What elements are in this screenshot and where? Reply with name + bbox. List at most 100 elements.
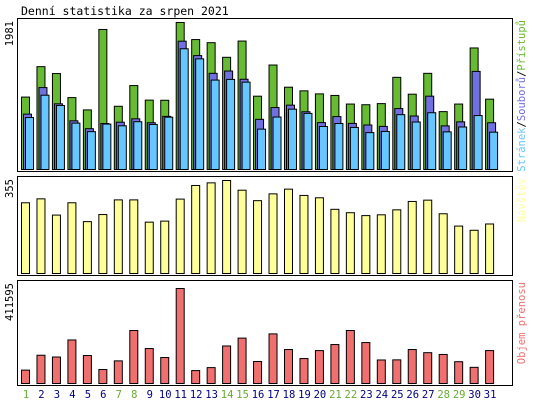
panel-kbytes: 411595 Objem přenosu bbox=[4, 280, 528, 386]
bar-kbytes bbox=[175, 288, 185, 384]
bar-pages bbox=[380, 130, 390, 170]
bar-pages bbox=[117, 125, 127, 171]
bar-pages bbox=[442, 131, 452, 171]
bar-kbytes bbox=[485, 350, 495, 385]
legend-entry: Stránek bbox=[516, 127, 528, 172]
day-label: 9 bbox=[147, 389, 153, 401]
day-label: 14 bbox=[221, 389, 234, 401]
bar-pages bbox=[365, 132, 375, 171]
bar-visits bbox=[144, 221, 154, 274]
bar-pages bbox=[257, 128, 267, 170]
bar-kbytes bbox=[144, 348, 154, 385]
bar-pages bbox=[148, 123, 158, 170]
bar-visits bbox=[469, 229, 479, 274]
bar-visits bbox=[160, 220, 170, 275]
legend-entry: Návštěv bbox=[516, 178, 528, 222]
bar-kbytes bbox=[113, 360, 123, 385]
bar-pages bbox=[210, 79, 220, 170]
bar-pages bbox=[411, 121, 421, 170]
bar-pages bbox=[241, 81, 251, 170]
bar-pages bbox=[25, 117, 34, 170]
day-axis-labels: 1 2 3 4 5 6 7 8 9 10 11 12 13 14 15 16 17 18 19 20 21 22 23 24 2… bbox=[23, 389, 497, 401]
bar-visits bbox=[485, 223, 495, 274]
bar-kbytes bbox=[51, 356, 61, 384]
bar-pages bbox=[195, 58, 205, 170]
bar-kbytes bbox=[438, 353, 448, 385]
bar-kbytes bbox=[129, 330, 139, 384]
day-label: 11 bbox=[174, 389, 187, 401]
bar-visits bbox=[299, 194, 309, 274]
bar-kbytes bbox=[423, 352, 433, 385]
bar-kbytes bbox=[407, 349, 417, 385]
day-label: 3 bbox=[54, 389, 60, 401]
bar-visits bbox=[268, 193, 278, 274]
bar-pages bbox=[226, 78, 236, 170]
day-label: 2 bbox=[38, 389, 44, 401]
legend-entry: Objem přenosu bbox=[516, 282, 528, 364]
day-label: 8 bbox=[131, 389, 137, 401]
legend: Objem přenosu bbox=[516, 282, 528, 364]
legend-separator: / bbox=[516, 121, 528, 127]
day-label: 26 bbox=[406, 389, 419, 401]
bar-visits bbox=[98, 214, 108, 274]
bar-visits bbox=[191, 184, 201, 274]
bar-visits bbox=[175, 198, 185, 275]
y-axis-max-label: 355 bbox=[4, 179, 16, 198]
legend-separator: / bbox=[516, 71, 528, 77]
bar-visits bbox=[423, 199, 433, 274]
bar-visits bbox=[113, 199, 123, 274]
legend: Stránek/Souborů/Přístupů bbox=[516, 20, 528, 172]
day-label: 23 bbox=[360, 389, 373, 401]
day-label: 18 bbox=[283, 389, 296, 401]
bar-visits bbox=[330, 208, 340, 274]
day-label: 4 bbox=[69, 389, 75, 401]
day-label: 5 bbox=[85, 389, 91, 401]
bar-pages bbox=[71, 122, 81, 170]
bar-visits bbox=[51, 214, 61, 274]
day-label: 24 bbox=[375, 389, 388, 401]
bar-pages bbox=[272, 116, 282, 170]
day-label: 25 bbox=[391, 389, 404, 401]
bar-pages bbox=[40, 94, 50, 170]
bar-kbytes bbox=[283, 349, 293, 385]
bar-visits bbox=[253, 200, 263, 274]
bar-kbytes bbox=[330, 344, 340, 385]
day-label: 6 bbox=[100, 389, 106, 401]
bar-visits bbox=[67, 202, 77, 274]
day-label: 12 bbox=[190, 389, 203, 401]
bar-visits bbox=[407, 200, 417, 274]
bar-kbytes bbox=[268, 333, 278, 384]
bar-kbytes bbox=[345, 330, 355, 384]
bar-visits bbox=[237, 189, 247, 275]
bar-kbytes bbox=[36, 354, 46, 385]
bar-visits bbox=[82, 221, 92, 274]
bar-pages bbox=[427, 112, 437, 170]
bar-visits bbox=[361, 215, 371, 275]
bar-kbytes bbox=[160, 357, 170, 384]
day-label: 10 bbox=[159, 389, 172, 401]
bar-visits bbox=[438, 213, 448, 274]
chart-title: Denní statistika za srpen 2021 bbox=[21, 4, 229, 18]
bar-visits bbox=[345, 212, 355, 274]
bar-pages bbox=[102, 123, 112, 170]
bar-pages bbox=[349, 126, 359, 170]
bar-pages bbox=[334, 122, 344, 171]
bar-kbytes bbox=[469, 366, 479, 384]
bar-pages bbox=[55, 105, 65, 171]
y-axis-max-label: 1981 bbox=[4, 21, 16, 46]
day-label: 27 bbox=[422, 389, 435, 401]
chart-panels: 1981 Stránek/Souborů/Přístupů 355 Návštěv 41… bbox=[4, 18, 528, 386]
bar-visits bbox=[36, 198, 46, 274]
day-label: 17 bbox=[267, 389, 280, 401]
day-label: 22 bbox=[345, 389, 358, 401]
bar-pages bbox=[287, 108, 297, 170]
bar-pages bbox=[473, 115, 483, 170]
bar-kbytes bbox=[206, 367, 216, 385]
bar-pages bbox=[318, 125, 328, 170]
bar-kbytes bbox=[454, 361, 464, 385]
bar-pages bbox=[86, 131, 96, 170]
bar-kbytes bbox=[222, 345, 232, 385]
bar-kbytes bbox=[21, 369, 30, 385]
bar-kbytes bbox=[392, 359, 402, 384]
day-label: 15 bbox=[236, 389, 249, 401]
